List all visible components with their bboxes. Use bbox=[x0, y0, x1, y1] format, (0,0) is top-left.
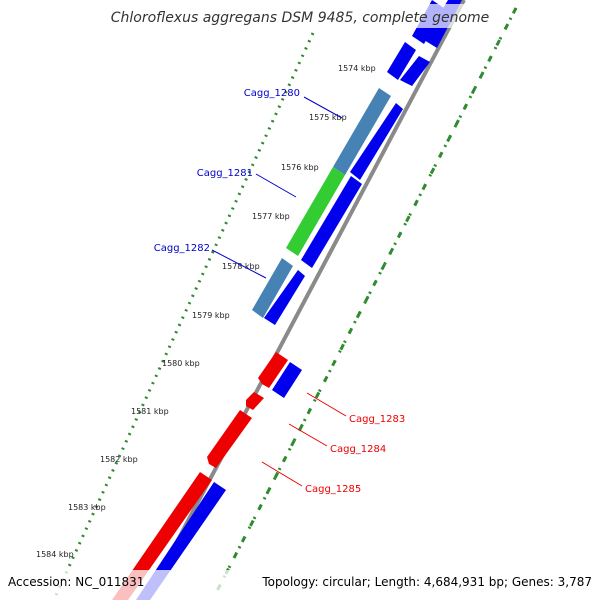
gene-block-cagg-1285[interactable] bbox=[207, 410, 252, 468]
reverse-strand-track bbox=[112, 88, 391, 600]
genome-info-text: Topology: circular; Length: 4,684,931 bp… bbox=[261, 575, 592, 589]
gene-label-cagg-1285[interactable]: Cagg_1285 bbox=[305, 484, 361, 495]
gene-label-cagg-1283[interactable]: Cagg_1283 bbox=[349, 414, 405, 425]
tick-labels: 1574 kbp 1575 kbp 1576 kbp 1577 kbp 1578… bbox=[36, 64, 376, 559]
accession-text: Accession: NC_011831 bbox=[8, 575, 144, 589]
leader-cagg-1280 bbox=[303, 96, 343, 119]
tick-label-1578: 1578 kbp bbox=[222, 262, 260, 271]
tick-label-1581: 1581 kbp bbox=[131, 407, 169, 416]
gene-block-forward-5[interactable] bbox=[350, 103, 403, 180]
gene-label-cagg-1280[interactable]: Cagg_1280 bbox=[244, 88, 300, 99]
gene-block-forward-8[interactable] bbox=[272, 362, 302, 398]
leader-cagg-1282 bbox=[211, 249, 267, 279]
tick-label-1575: 1575 kbp bbox=[309, 113, 347, 122]
outer-dashed-ring bbox=[213, 7, 518, 596]
gene-block-cagg-1283[interactable] bbox=[258, 352, 288, 388]
tick-label-1579: 1579 kbp bbox=[192, 311, 230, 320]
gene-block-cagg-1281[interactable] bbox=[286, 167, 345, 256]
gene-labels: Cagg_1280 Cagg_1281 Cagg_1282 Cagg_1283 … bbox=[154, 88, 406, 495]
leader-cagg-1285 bbox=[261, 461, 303, 487]
leader-cagg-1284 bbox=[288, 423, 328, 447]
tick-label-1583: 1583 kbp bbox=[68, 503, 106, 512]
tick-label-1574: 1574 kbp bbox=[338, 64, 376, 73]
gene-label-cagg-1282[interactable]: Cagg_1282 bbox=[154, 243, 210, 254]
gene-block-cagg-1284[interactable] bbox=[246, 392, 264, 410]
map-title: Chloroflexus aggregans DSM 9485, complet… bbox=[111, 10, 490, 26]
gene-block-forward-3[interactable] bbox=[387, 42, 416, 80]
leader-cagg-1283 bbox=[306, 392, 347, 417]
gene-block-cagg-1280[interactable] bbox=[333, 88, 391, 175]
title-band bbox=[100, 4, 500, 28]
tick-label-1584: 1584 kbp bbox=[36, 550, 74, 559]
gene-label-cagg-1284[interactable]: Cagg_1284 bbox=[330, 444, 386, 455]
gene-block-red-lower[interactable] bbox=[112, 472, 212, 600]
tick-label-1577: 1577 kbp bbox=[252, 212, 290, 221]
genome-backbone bbox=[144, 0, 466, 600]
tick-label-1576: 1576 kbp bbox=[281, 163, 319, 172]
gene-block-cagg-1282[interactable] bbox=[252, 258, 293, 318]
gene-block-forward-6[interactable] bbox=[301, 176, 362, 268]
tick-label-1582: 1582 kbp bbox=[100, 455, 138, 464]
tick-label-1580: 1580 kbp bbox=[162, 359, 200, 368]
gene-label-cagg-1281[interactable]: Cagg_1281 bbox=[197, 168, 253, 179]
gene-block-forward-4[interactable] bbox=[400, 56, 430, 86]
gene-block-forward-7[interactable] bbox=[264, 270, 305, 325]
label-leaders bbox=[211, 96, 347, 487]
leader-cagg-1281 bbox=[255, 173, 297, 198]
footer-band bbox=[0, 570, 600, 600]
